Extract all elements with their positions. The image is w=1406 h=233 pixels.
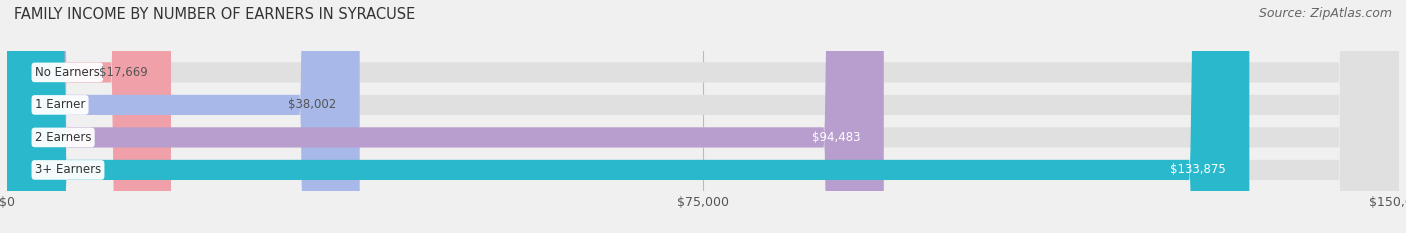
Text: $133,875: $133,875: [1170, 163, 1226, 176]
Text: Source: ZipAtlas.com: Source: ZipAtlas.com: [1258, 7, 1392, 20]
Text: 2 Earners: 2 Earners: [35, 131, 91, 144]
Text: No Earners: No Earners: [35, 66, 100, 79]
FancyBboxPatch shape: [7, 0, 360, 233]
FancyBboxPatch shape: [7, 0, 172, 233]
FancyBboxPatch shape: [7, 0, 884, 233]
FancyBboxPatch shape: [7, 0, 1399, 233]
FancyBboxPatch shape: [7, 0, 1399, 233]
Text: $94,483: $94,483: [813, 131, 860, 144]
FancyBboxPatch shape: [7, 0, 1250, 233]
FancyBboxPatch shape: [7, 0, 1399, 233]
Text: $38,002: $38,002: [288, 98, 336, 111]
Text: 1 Earner: 1 Earner: [35, 98, 86, 111]
Text: $17,669: $17,669: [98, 66, 148, 79]
FancyBboxPatch shape: [7, 0, 1399, 233]
Text: FAMILY INCOME BY NUMBER OF EARNERS IN SYRACUSE: FAMILY INCOME BY NUMBER OF EARNERS IN SY…: [14, 7, 415, 22]
Text: 3+ Earners: 3+ Earners: [35, 163, 101, 176]
